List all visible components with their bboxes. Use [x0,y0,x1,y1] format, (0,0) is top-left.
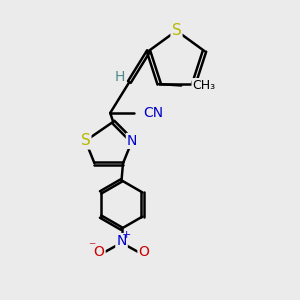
Text: CH₃: CH₃ [193,79,216,92]
Text: ⁻: ⁻ [88,240,96,254]
Text: N: N [127,134,137,148]
Text: S: S [81,134,90,148]
Text: O: O [139,245,149,259]
Text: N: N [116,234,127,248]
Text: H: H [115,70,125,84]
Text: CN: CN [143,106,163,120]
Text: O: O [94,245,105,259]
Text: +: + [122,230,131,240]
Text: S: S [172,23,182,38]
